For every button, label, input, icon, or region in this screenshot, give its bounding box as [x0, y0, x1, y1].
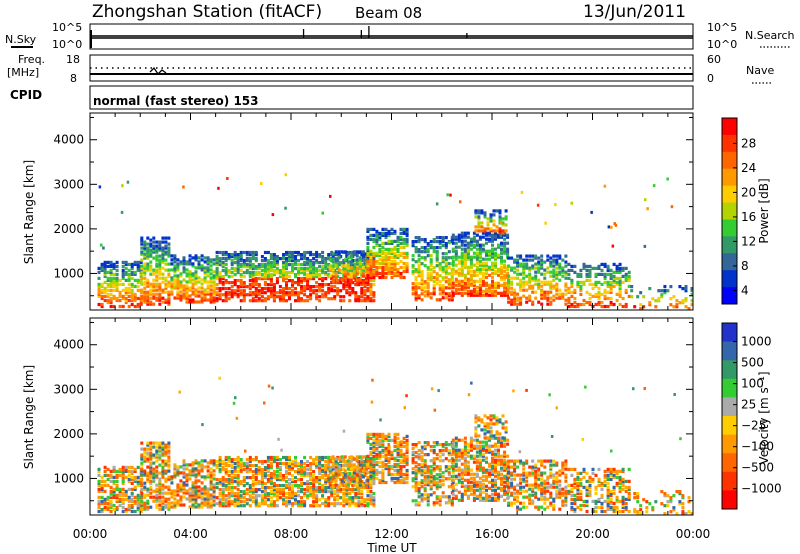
y-tick-label: 2000 [53, 427, 84, 441]
y-tick-label: 2000 [53, 222, 84, 236]
x-tick-label: 08:00 [274, 527, 309, 541]
velocity-colorbar: 1000 500 100 25 −25 −100 −500 −1000 Velocity [m… [721, 322, 782, 510]
cpid-label: CPID [10, 88, 42, 102]
noise-spikes [90, 26, 468, 48]
colorbar-segment [722, 397, 737, 417]
colorbar-tick-label: 25 [741, 398, 756, 412]
noise-right-tick-top: 10^5 [707, 21, 737, 34]
velocity-echoes [97, 376, 694, 516]
colorbar-tick-label: 8 [741, 259, 749, 273]
colorbar-tick-label: −100 [741, 440, 774, 454]
freq-left-tick-top: 18 [66, 53, 80, 66]
date-label: 13/Jun/2011 [583, 2, 686, 22]
colorbar-segment [722, 202, 737, 220]
noise-sky-label: N.Sky [5, 33, 37, 46]
colorbar-segment [722, 471, 737, 491]
noise-search-label: N.Search [745, 29, 795, 42]
colorbar-tick-label: 24 [741, 161, 756, 175]
colorbar-segment [722, 134, 737, 153]
y-tick-label: 1000 [53, 471, 84, 485]
colorbar-segment [722, 434, 737, 454]
colorbar-tick-label: −1000 [741, 482, 782, 496]
power-colorbar: 28 24 20 16 12 8 4 Power [dB] [721, 117, 771, 305]
colorbar-tick-label: 16 [741, 210, 756, 224]
y-tick-label: 4000 [53, 133, 84, 147]
noise-left-tick-top: 10^5 [52, 21, 82, 34]
colorbar-segment [722, 253, 737, 271]
colorbar-segment [722, 360, 737, 380]
colorbar-segment [722, 378, 737, 398]
colorbar-tick-label: 500 [741, 356, 764, 370]
colorbar-segment [722, 219, 737, 237]
velocity-colorbar-label: Velocity [m s⁻¹] [757, 371, 771, 464]
x-axis-label: Time UT [366, 541, 417, 554]
y-tick-label: 1000 [53, 266, 84, 280]
x-tick-label: 20:00 [575, 527, 610, 541]
colorbar-tick-label: 12 [741, 234, 756, 248]
station-title: Zhongshan Station (fitACF) [92, 2, 322, 22]
power-y-axis-label: Slant Range [km] [22, 160, 36, 264]
power-panel: 4000 3000 2000 1000 Slant Range [km] [22, 112, 694, 311]
colorbar-segment [722, 270, 737, 288]
colorbar-tick-label: 28 [741, 136, 756, 150]
x-tick-label: 12:00 [374, 527, 409, 541]
y-tick-label: 4000 [53, 338, 84, 352]
colorbar-tick-label: 20 [741, 185, 756, 199]
freq-right-tick-top: 60 [707, 53, 721, 66]
power-colorbar-label: Power [dB] [757, 178, 771, 243]
colorbar-segment [722, 323, 737, 343]
beam-label: Beam 08 [355, 4, 422, 22]
colorbar-tick-label: 100 [741, 377, 764, 391]
noise-left-tick-bottom: 10^0 [52, 38, 82, 51]
y-tick-label: 3000 [53, 382, 84, 396]
x-tick-label: 00:00 [676, 527, 711, 541]
velocity-y-axis-label: Slant Range [km] [22, 365, 36, 469]
colorbar-segment [722, 416, 737, 436]
power-y-ticks: 4000 3000 2000 1000 [53, 116, 693, 297]
nave-label: Nave [746, 64, 774, 77]
freq-panel: Freq. [MHz] 18 8 60 0 Nave [7, 53, 774, 85]
colorbar-tick-label: 4 [741, 283, 749, 297]
x-tick-label: 00:00 [73, 527, 108, 541]
velocity-y-ticks: 4000 3000 2000 1000 [53, 321, 693, 502]
y-tick-label: 3000 [53, 177, 84, 191]
colorbar-segment [722, 151, 737, 170]
colorbar-tick-label: −25 [741, 419, 766, 433]
x-axis-ticks: 00:00 04:00 08:00 12:00 16:00 20:00 00:00 [73, 113, 711, 541]
colorbar-segment [722, 341, 737, 361]
noise-right-tick-bottom: 10^0 [707, 38, 737, 51]
x-tick-label: 16:00 [475, 527, 510, 541]
colorbar-segment [722, 453, 737, 473]
freq-unit-label: [MHz] [7, 66, 39, 79]
colorbar-tick-label: 1000 [741, 335, 772, 349]
colorbar-segment [722, 168, 737, 187]
x-tick-label: 04:00 [173, 527, 208, 541]
freq-right-tick-bottom: 0 [707, 72, 714, 85]
noise-panel: N.Sky 10^5 10^0 10^5 10^0 N.Search [5, 21, 795, 51]
velocity-panel: 4000 3000 2000 1000 Slant Range [km] [22, 317, 694, 516]
power-echoes [97, 173, 694, 311]
colorbar-segment [722, 490, 737, 510]
colorbar-segment [722, 118, 737, 136]
freq-left-tick-bottom: 8 [70, 72, 77, 85]
colorbar-segment [722, 236, 737, 254]
colorbar-tick-label: −500 [741, 461, 774, 475]
cpid-panel [89, 85, 694, 110]
freq-label: Freq. [18, 53, 45, 66]
colorbar-segment [722, 185, 737, 204]
colorbar-segment [722, 287, 737, 305]
cpid-text: normal (fast stereo) 153 [93, 94, 259, 108]
